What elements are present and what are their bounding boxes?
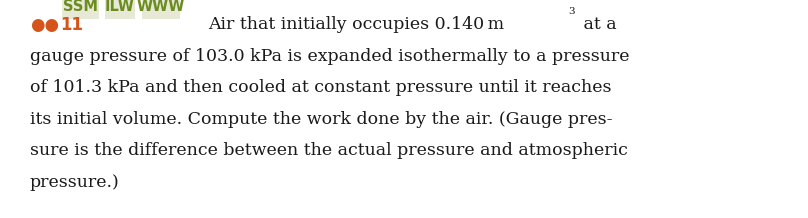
Text: pressure.): pressure.) — [30, 174, 120, 191]
Text: sure is the difference between the actual pressure and atmospheric: sure is the difference between the actua… — [30, 142, 628, 159]
Text: WWW: WWW — [137, 0, 185, 14]
Text: 3: 3 — [568, 7, 574, 16]
FancyBboxPatch shape — [62, 0, 99, 19]
Text: SSM: SSM — [63, 0, 98, 14]
FancyBboxPatch shape — [142, 0, 180, 19]
Text: at a: at a — [578, 16, 617, 33]
Text: ILW: ILW — [105, 0, 135, 14]
Text: Air that initially occupies 0.140 m: Air that initially occupies 0.140 m — [208, 16, 504, 33]
FancyBboxPatch shape — [105, 0, 135, 19]
Text: its initial volume. Compute the work done by the air. (Gauge pres-: its initial volume. Compute the work don… — [30, 111, 612, 128]
Text: of 101.3 kPa and then cooled at constant pressure until it reaches: of 101.3 kPa and then cooled at constant… — [30, 79, 612, 96]
Text: ●●: ●● — [30, 16, 59, 34]
Text: gauge pressure of 103.0 kPa is expanded isothermally to a pressure: gauge pressure of 103.0 kPa is expanded … — [30, 48, 629, 65]
Text: 11: 11 — [60, 16, 83, 34]
